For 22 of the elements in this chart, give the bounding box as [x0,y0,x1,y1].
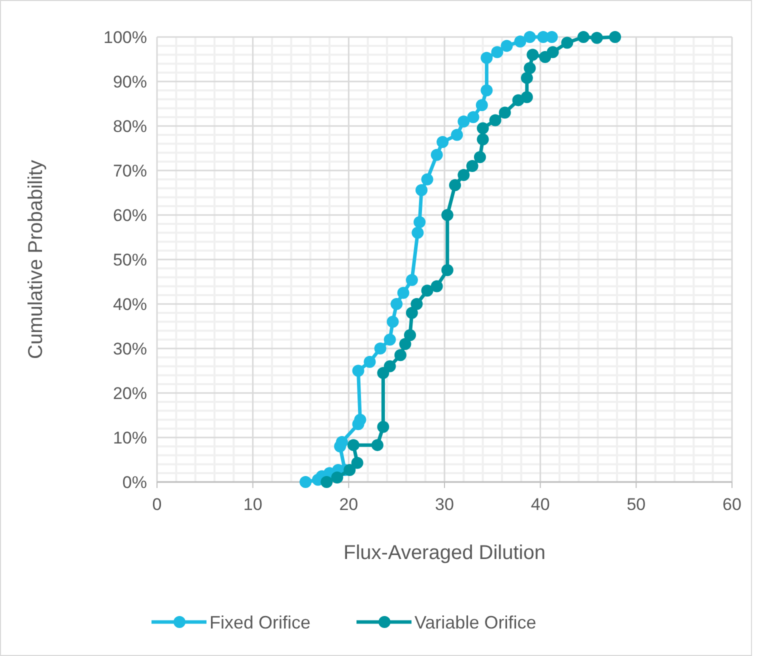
x-tick-label: 50 [626,495,646,514]
y-tick-label: 20% [112,384,147,403]
legend-label: Variable Orifice [414,612,536,632]
y-tick-label: 50% [112,250,147,270]
y-tick-label: 10% [112,428,147,448]
x-tick-label: 0 [152,495,162,514]
y-tick-label: 0% [122,472,147,492]
x-tick-label: 10 [243,495,262,514]
legend-label: Fixed Orifice [210,612,311,632]
y-tick-label: 90% [112,72,147,92]
y-axis-title: Cumulative Probability [25,160,47,359]
y-tick-label: 100% [104,28,147,47]
x-tick-label: 30 [435,495,454,514]
x-tick-label: 40 [530,495,550,514]
y-tick-label: 30% [112,339,147,358]
x-axis-title: Flux-Averaged Dilution [344,542,546,564]
y-tick-label: 60% [112,206,147,225]
x-tick-label: 20 [339,495,358,514]
y-tick-label: 80% [112,116,147,136]
y-tick-label: 40% [112,294,147,314]
y-tick-label: 70% [112,161,147,180]
x-tick-label: 60 [722,495,742,514]
